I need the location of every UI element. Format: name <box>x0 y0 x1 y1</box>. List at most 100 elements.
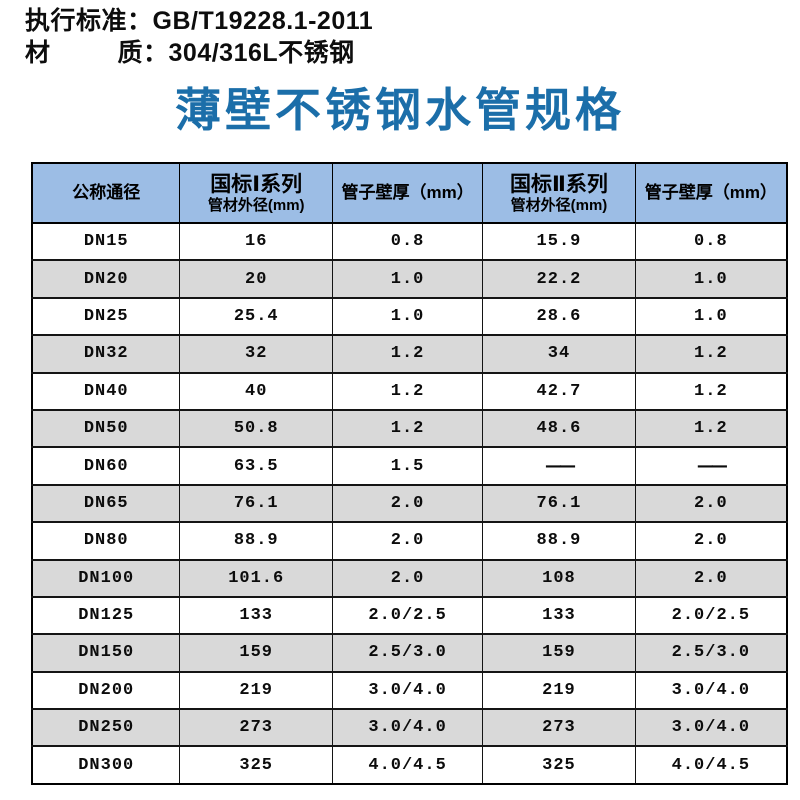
table-cell: 273 <box>179 708 333 747</box>
col-header-subtitle: 管材外径(mm) <box>207 196 305 214</box>
table-cell: 25.4 <box>179 296 333 336</box>
table-row: DN15 16 0.8 15.9 0.8 <box>31 221 788 261</box>
table-cell: 133 <box>179 595 333 635</box>
table-cell: 101.6 <box>179 558 333 598</box>
standards-info: 执行标准：GB/T19228.1-2011 材 质：304/316L不锈钢 <box>25 5 373 69</box>
row-label-dn: DN100 <box>31 558 181 598</box>
table-cell: 2.0/2.5 <box>634 595 788 635</box>
table-cell: 63.5 <box>179 446 333 486</box>
table-cell: 159 <box>179 633 333 673</box>
table-cell: 2.0 <box>331 521 484 561</box>
table-cell: 1.2 <box>634 371 788 411</box>
col-header-title: 公称通径 <box>72 183 141 202</box>
row-label-dn: DN32 <box>31 334 181 374</box>
table-cell: 159 <box>482 633 636 673</box>
table-row: DN20 20 1.0 22.2 1.0 <box>31 259 788 299</box>
row-label-dn: DN125 <box>31 595 181 635</box>
table-cell: 3.0/4.0 <box>634 670 788 710</box>
row-label-dn: DN150 <box>31 633 181 673</box>
table-cell: 108 <box>482 558 636 598</box>
table-cell: 4.0/4.5 <box>331 745 484 785</box>
page-title: 薄壁不锈钢水管规格 <box>175 84 625 136</box>
table-cell: 2.0 <box>331 558 484 598</box>
table-row: DN40 40 1.2 42.7 1.2 <box>31 371 788 411</box>
table-cell: 1.5 <box>331 446 484 486</box>
table-cell: 50.8 <box>179 408 333 448</box>
col-header-gb1-outer-diameter: 国标Ⅰ系列 管材外径(mm) <box>179 162 333 224</box>
table-cell: 1.2 <box>331 408 484 448</box>
table-cell: 28.6 <box>482 296 636 336</box>
table-cell: 219 <box>179 670 333 710</box>
table-cell: 3.0/4.0 <box>331 708 484 747</box>
row-label-dn: DN40 <box>31 371 181 411</box>
table-cell: 88.9 <box>179 521 333 561</box>
table-cell: 1.0 <box>331 259 484 299</box>
table-cell: 1.2 <box>331 334 484 374</box>
table-cell: 3.0/4.0 <box>634 708 788 747</box>
table-cell: 2.0 <box>331 483 484 523</box>
table-cell: 325 <box>179 745 333 785</box>
table-cell: 42.7 <box>482 371 636 411</box>
row-label-dn: DN25 <box>31 296 181 336</box>
table-cell: 22.2 <box>482 259 636 299</box>
table-cell: 15.9 <box>482 221 636 261</box>
table-row: DN200 219 3.0/4.0 219 3.0/4.0 <box>31 670 788 710</box>
col-header-title: 国标Ⅱ系列 <box>510 172 608 196</box>
table-cell: 2.0/2.5 <box>331 595 484 635</box>
table-cell: 88.9 <box>482 521 636 561</box>
table-row: DN50 50.8 1.2 48.6 1.2 <box>31 408 788 448</box>
col-header-nominal-diameter: 公称通径 <box>31 162 181 224</box>
col-header-wall-thickness-2: 管子壁厚（mm） <box>634 162 788 224</box>
table-row: DN250 273 3.0/4.0 273 3.0/4.0 <box>31 708 788 747</box>
table-cell: 133 <box>482 595 636 635</box>
table-cell: 325 <box>482 745 636 785</box>
table-cell: 16 <box>179 221 333 261</box>
table-row: DN125 133 2.0/2.5 133 2.0/2.5 <box>31 595 788 635</box>
table-cell: 3.0/4.0 <box>331 670 484 710</box>
table-cell: 0.8 <box>634 221 788 261</box>
table-cell: 273 <box>482 708 636 747</box>
col-header-gb2-outer-diameter: 国标Ⅱ系列 管材外径(mm) <box>482 162 636 224</box>
row-label-dn: DN20 <box>31 259 181 299</box>
table-cell: 1.2 <box>634 408 788 448</box>
row-label-dn: DN15 <box>31 221 181 261</box>
execution-standard-line: 执行标准：GB/T19228.1-2011 <box>25 7 374 35</box>
spec-table-body: DN15 16 0.8 15.9 0.8 DN20 20 1.0 22.2 1.0 DN25 25.4… <box>31 221 788 785</box>
material-line: 材 质：304/316L不锈钢 <box>25 39 355 67</box>
row-label-dn: DN65 <box>31 483 181 523</box>
table-row: DN25 25.4 1.0 28.6 1.0 <box>31 296 788 336</box>
table-row: DN150 159 2.5/3.0 159 2.5/3.0 <box>31 633 788 673</box>
table-header-row: 公称通径 国标Ⅰ系列 管材外径(mm) 管子壁厚（mm） 国标Ⅱ系列 管材外径(… <box>31 162 788 224</box>
table-row: DN60 63.5 1.5 —— —— <box>31 446 788 486</box>
table-row: DN300 325 4.0/4.5 325 4.0/4.5 <box>31 745 788 785</box>
col-header-wall-thickness-1: 管子壁厚（mm） <box>331 162 484 224</box>
table-cell: 4.0/4.5 <box>634 745 788 785</box>
table-cell: 1.0 <box>634 296 788 336</box>
table-cell: 0.8 <box>331 221 484 261</box>
table-row: DN65 76.1 2.0 76.1 2.0 <box>31 483 788 523</box>
table-row: DN80 88.9 2.0 88.9 2.0 <box>31 521 788 561</box>
table-cell: 1.0 <box>331 296 484 336</box>
row-label-dn: DN60 <box>31 446 181 486</box>
table-cell: 32 <box>179 334 333 374</box>
table-cell: 1.2 <box>331 371 484 411</box>
col-header-title: 国标Ⅰ系列 <box>210 172 303 196</box>
table-cell: 1.2 <box>634 334 788 374</box>
pipe-spec-table: 公称通径 国标Ⅰ系列 管材外径(mm) 管子壁厚（mm） 国标Ⅱ系列 管材外径(… <box>31 162 788 785</box>
table-cell: 2.0 <box>634 521 788 561</box>
col-header-title: 管子壁厚（mm） <box>644 183 777 202</box>
table-cell: 20 <box>179 259 333 299</box>
table-cell: 2.5/3.0 <box>331 633 484 673</box>
table-cell: 34 <box>482 334 636 374</box>
row-label-dn: DN80 <box>31 521 181 561</box>
table-cell: 40 <box>179 371 333 411</box>
row-label-dn: DN300 <box>31 745 181 785</box>
col-header-subtitle: 管材外径(mm) <box>510 196 608 214</box>
table-cell: —— <box>482 446 636 486</box>
row-label-dn: DN200 <box>31 670 181 710</box>
table-row: DN100 101.6 2.0 108 2.0 <box>31 558 788 598</box>
table-cell: 2.5/3.0 <box>634 633 788 673</box>
table-row: DN32 32 1.2 34 1.2 <box>31 334 788 374</box>
table-cell: 76.1 <box>179 483 333 523</box>
table-cell: 48.6 <box>482 408 636 448</box>
